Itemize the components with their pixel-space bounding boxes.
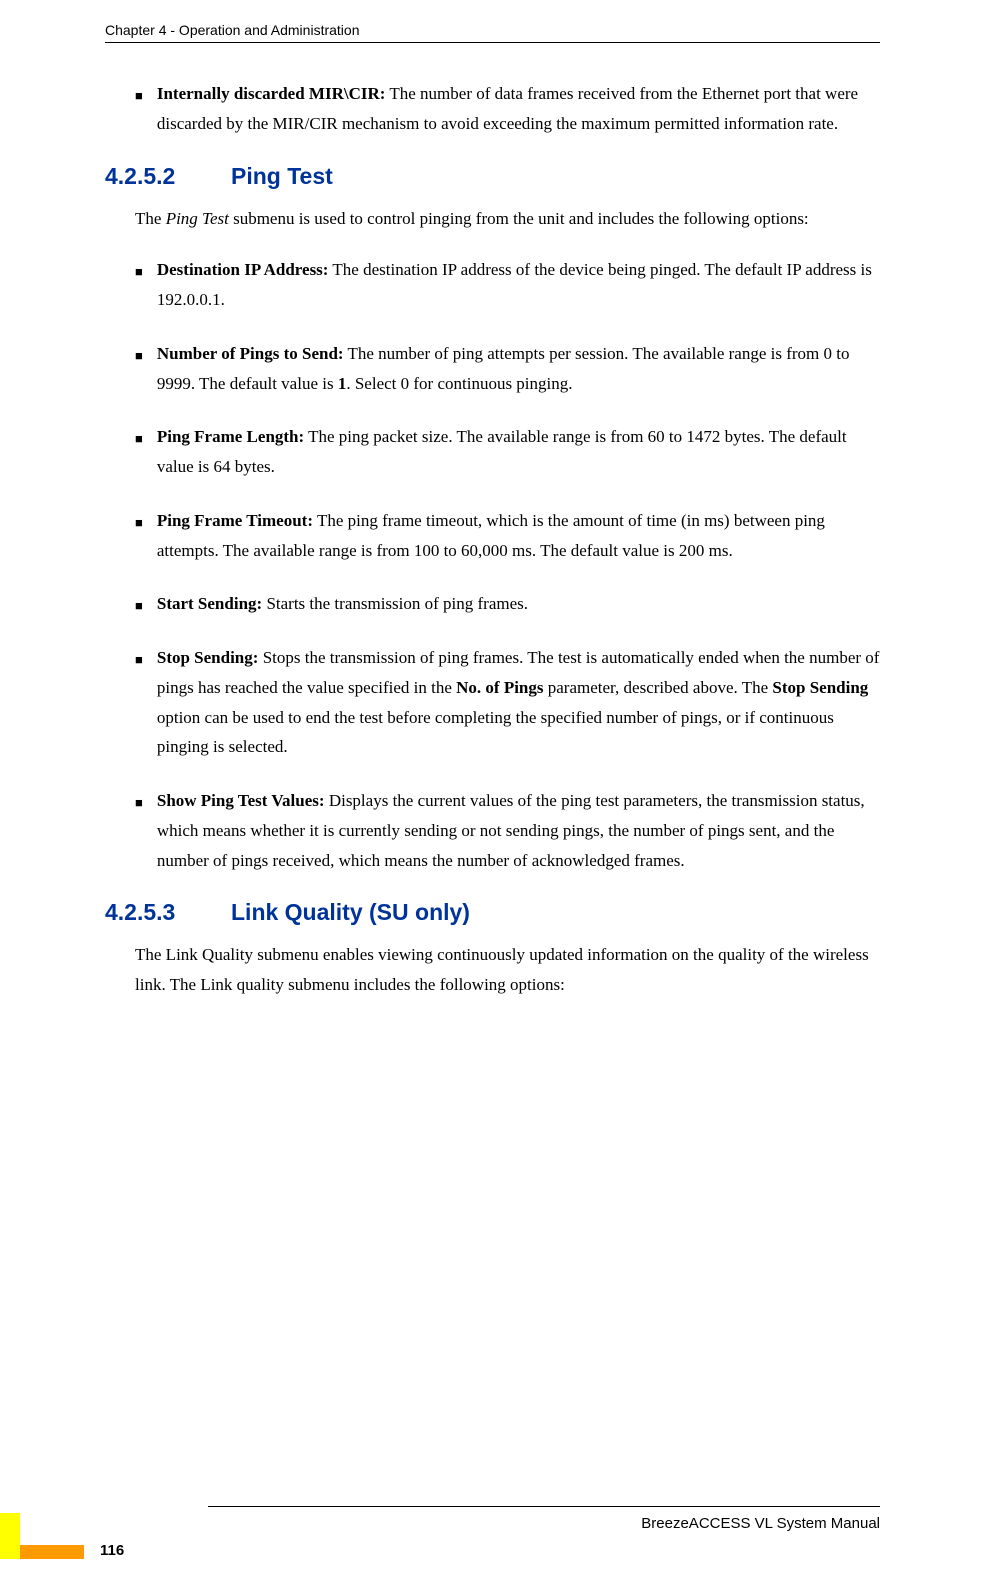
item-text: Show Ping Test Values: Displays the curr… (157, 786, 880, 875)
item-label: Show Ping Test Values: (157, 791, 325, 810)
intro-text: The (135, 209, 166, 228)
intro-paragraph: The Link Quality submenu enables viewing… (135, 940, 880, 1000)
item-text: Ping Frame Length: The ping packet size.… (157, 422, 880, 482)
document-page: Chapter 4 - Operation and Administration… (0, 0, 985, 1000)
square-bullet-icon: ■ (135, 261, 143, 315)
section-title: Ping Test (231, 163, 333, 190)
item-body: parameter, described above. The (544, 678, 773, 697)
item-body: Starts the transmission of ping frames. (262, 594, 528, 613)
page-number: 116 (100, 1542, 124, 1559)
intro-text: submenu is used to control pinging from … (229, 209, 809, 228)
square-bullet-icon: ■ (135, 345, 143, 399)
page-number-box: 116 (0, 1513, 124, 1559)
item-text: Internally discarded MIR\CIR: The number… (157, 79, 880, 139)
item-label: Internally discarded MIR\CIR: (157, 84, 386, 103)
section-number: 4.2.5.3 (105, 899, 231, 926)
item-text: Stop Sending: Stops the transmission of … (157, 643, 880, 762)
chapter-header: Chapter 4 - Operation and Administration (105, 22, 880, 43)
bullet-item: ■ Internally discarded MIR\CIR: The numb… (135, 79, 880, 139)
item-label: Destination IP Address: (157, 260, 329, 279)
item-label: Ping Frame Length: (157, 427, 304, 446)
square-bullet-icon: ■ (135, 595, 143, 619)
bullet-item: ■ Start Sending: Starts the transmission… (135, 589, 880, 619)
item-text: Ping Frame Timeout: The ping frame timeo… (157, 506, 880, 566)
bullet-item: ■ Ping Frame Timeout: The ping frame tim… (135, 506, 880, 566)
item-text: Number of Pings to Send: The number of p… (157, 339, 880, 399)
bold-term: No. of Pings (456, 678, 543, 697)
bold-term: Stop Sending (772, 678, 868, 697)
square-bullet-icon: ■ (135, 428, 143, 482)
footer-content: 116 BreezeACCESS VL System Manual (0, 1513, 985, 1559)
main-content: ■ Internally discarded MIR\CIR: The numb… (105, 79, 880, 1000)
yellow-bar-icon (0, 1513, 20, 1559)
square-bullet-icon: ■ (135, 649, 143, 762)
section-number: 4.2.5.2 (105, 163, 231, 190)
section-heading: 4.2.5.2 Ping Test (105, 163, 880, 190)
bullet-item: ■ Show Ping Test Values: Displays the cu… (135, 786, 880, 875)
item-body: . Select 0 for continuous pinging. (346, 374, 572, 393)
square-bullet-icon: ■ (135, 512, 143, 566)
item-text: Start Sending: Starts the transmission o… (157, 589, 880, 619)
page-footer: 116 BreezeACCESS VL System Manual (0, 1506, 985, 1559)
item-label: Start Sending: (157, 594, 262, 613)
section-title: Link Quality (SU only) (231, 899, 470, 926)
intro-italic: Ping Test (166, 209, 229, 228)
item-label: Number of Pings to Send: (157, 344, 344, 363)
bullet-item: ■ Number of Pings to Send: The number of… (135, 339, 880, 399)
intro-paragraph: The Ping Test submenu is used to control… (135, 204, 880, 234)
manual-name: BreezeACCESS VL System Manual (641, 1513, 880, 1532)
item-label: Stop Sending: (157, 648, 259, 667)
bullet-item: ■ Stop Sending: Stops the transmission o… (135, 643, 880, 762)
orange-bar-icon (20, 1545, 84, 1559)
item-label: Ping Frame Timeout: (157, 511, 313, 530)
section-heading: 4.2.5.3 Link Quality (SU only) (105, 899, 880, 926)
item-text: Destination IP Address: The destination … (157, 255, 880, 315)
bullet-item: ■ Destination IP Address: The destinatio… (135, 255, 880, 315)
item-body: option can be used to end the test befor… (157, 708, 834, 757)
square-bullet-icon: ■ (135, 85, 143, 139)
bullet-item: ■ Ping Frame Length: The ping packet siz… (135, 422, 880, 482)
footer-divider (208, 1506, 880, 1507)
square-bullet-icon: ■ (135, 792, 143, 875)
